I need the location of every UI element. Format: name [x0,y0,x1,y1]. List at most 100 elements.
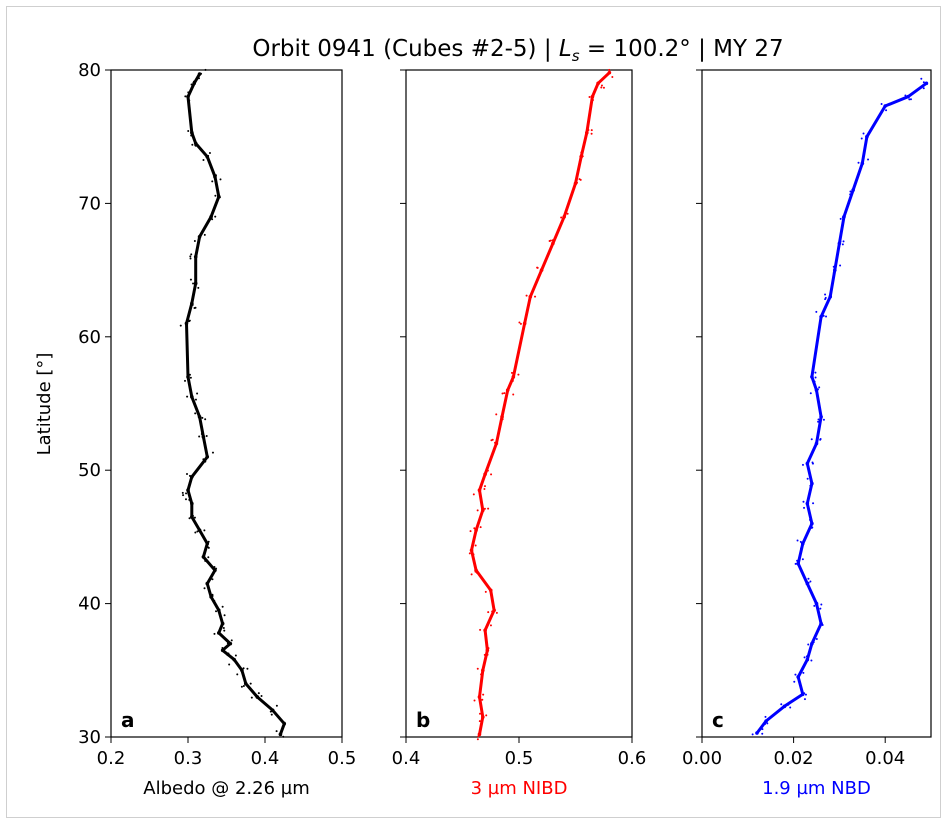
data-point [560,216,563,219]
panel-letter: c [712,708,724,732]
data-point [600,84,603,87]
data-point [283,721,286,724]
y-tick-label: 30 [78,727,101,748]
x-tick-label: 0.4 [392,748,421,769]
data-point [800,541,805,546]
x-axis-label: 1.9 µm NBD [762,778,871,799]
data-point [205,560,208,563]
data-point [197,77,200,80]
data-point [534,295,537,298]
data-point [814,601,819,606]
data-point [794,562,797,565]
data-point [257,692,260,695]
data-point [578,178,581,181]
data-point [820,603,823,606]
data-point [512,393,515,396]
data-point [226,654,229,657]
data-point [581,155,584,158]
data-point [481,508,485,513]
data-point [486,469,489,472]
data-point [539,269,542,272]
data-point [190,476,193,479]
data-point [866,135,869,138]
data-point [468,552,471,555]
data-point [191,514,194,517]
data-point [832,265,835,268]
data-point [194,412,197,415]
data-point [474,528,478,533]
data-point [270,713,273,716]
data-point [839,264,842,267]
data-point [810,375,814,379]
data-point [810,438,813,441]
data-point [822,418,825,421]
data-point [883,104,887,108]
data-point [796,675,800,679]
data-point [814,441,819,446]
data-point [184,321,189,326]
data-point [201,435,206,439]
data-point [204,460,207,463]
data-point [487,647,490,650]
data-point [255,695,260,699]
data-point [191,143,194,146]
axes-frame [701,69,932,738]
data-point [924,81,929,86]
data-point [246,667,249,670]
data-point [191,303,194,306]
data-point [249,682,252,685]
data-point [196,530,199,533]
data-point [194,398,197,401]
data-point [880,103,883,106]
data-point [240,668,244,673]
data-point [862,162,865,165]
data-point [819,314,823,319]
data-point [821,623,824,626]
data-trace [470,71,611,736]
data-point [213,599,216,602]
data-point [185,473,188,476]
data-point [211,180,214,183]
data-point [801,463,804,466]
data-point [812,502,815,505]
data-point [814,376,817,379]
data-point [813,604,816,607]
data-point [490,439,493,442]
data-point [190,83,193,86]
data-point [184,498,187,501]
data-point [844,212,847,215]
data-point [470,573,473,576]
data-point [803,698,806,701]
x-tick-label: 0.3 [174,748,203,769]
data-point [825,315,828,318]
data-point [796,559,799,562]
data-point [185,492,188,495]
panel-letter: b [416,708,430,732]
data-point [488,587,491,590]
x-tick-label: 0.2 [97,748,126,769]
data-point [787,703,790,706]
data-point [833,268,837,272]
data-point [477,695,482,699]
data-point [205,434,208,437]
data-point [228,641,233,646]
panel-a: 0.2 0.3 0.4 0.5 30 40 50 60 70 80 Albedo @ 2.26 µm… [78,60,356,799]
data-point [812,641,815,644]
data-point [483,628,487,633]
data-point [192,81,196,86]
data-point [505,388,510,392]
data-point [214,194,217,197]
data-point [495,413,498,416]
data-point [227,652,230,655]
data-point [188,474,191,477]
data-point [782,704,787,709]
data-point [780,703,783,706]
data-point [188,99,191,102]
data-point [213,566,216,569]
data-point [763,723,766,726]
data-point [576,181,579,184]
data-point [186,375,190,379]
data-point [186,488,190,493]
data-point [236,673,239,676]
y-tick-label: 80 [78,60,101,81]
